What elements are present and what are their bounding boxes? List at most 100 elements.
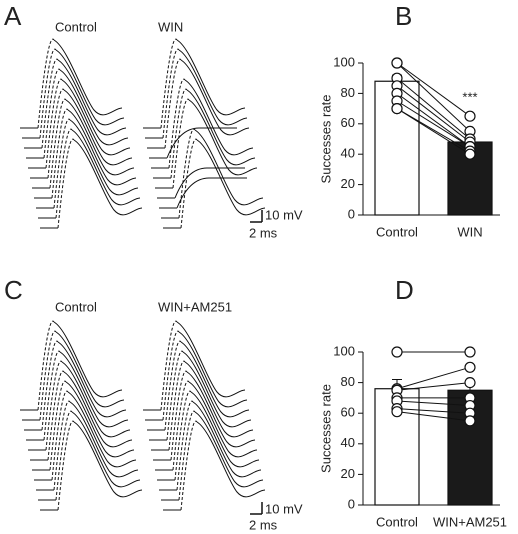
trace-fall bbox=[61, 361, 131, 438]
x-tick-label: WIN+AM251 bbox=[433, 514, 507, 529]
trace-fall bbox=[180, 59, 250, 136]
trace-fall bbox=[178, 49, 248, 126]
trace-fall bbox=[73, 421, 143, 498]
trace-rise bbox=[178, 410, 196, 501]
pair-line bbox=[396, 408, 471, 414]
data-point bbox=[464, 415, 476, 427]
trace-rise bbox=[168, 360, 186, 451]
panel-letter: C bbox=[4, 275, 23, 305]
pair-line bbox=[396, 108, 471, 155]
trace-rise bbox=[51, 108, 69, 199]
trace-rise bbox=[162, 330, 180, 421]
pair-line bbox=[396, 92, 471, 148]
condition-label: WIN+AM251 bbox=[158, 299, 232, 314]
y-tick-label: 100 bbox=[333, 343, 355, 358]
trace-rise bbox=[172, 380, 190, 471]
x-tick-label: Control bbox=[376, 224, 418, 239]
y-tick-label: 40 bbox=[341, 435, 355, 450]
pair-line bbox=[396, 62, 471, 132]
y-tick-label: 40 bbox=[341, 146, 355, 161]
y-tick-label: 100 bbox=[333, 54, 355, 69]
trace-rise bbox=[162, 48, 180, 139]
y-axis-label: Successes rate bbox=[318, 384, 333, 473]
trace-fall bbox=[196, 139, 266, 216]
trace-rise bbox=[45, 78, 63, 169]
scale-label: 10 mV bbox=[265, 207, 303, 222]
x-tick-label: WIN bbox=[457, 224, 482, 239]
x-tick-label: Control bbox=[376, 514, 418, 529]
trace-rise bbox=[41, 58, 59, 149]
trace-fall bbox=[188, 99, 258, 176]
scale-label: 2 ms bbox=[249, 225, 278, 240]
trace-rise bbox=[51, 390, 69, 481]
pair-line bbox=[396, 77, 471, 140]
trace-rise bbox=[57, 138, 75, 229]
trace-rise bbox=[170, 370, 188, 461]
y-tick-label: 80 bbox=[341, 85, 355, 100]
panel-letter: D bbox=[395, 275, 414, 305]
y-tick-label: 0 bbox=[348, 496, 355, 511]
y-tick-label: 60 bbox=[341, 115, 355, 130]
traces bbox=[20, 38, 266, 511]
trace-fall bbox=[186, 89, 256, 166]
scale-label: 2 ms bbox=[249, 517, 278, 532]
y-tick-label: 80 bbox=[341, 374, 355, 389]
trace-fall bbox=[71, 411, 141, 488]
trace-rise bbox=[47, 370, 65, 461]
trace-rise bbox=[166, 350, 184, 441]
trace-fall bbox=[63, 89, 133, 166]
data-point bbox=[464, 346, 476, 358]
trace-rise bbox=[39, 330, 57, 421]
scale-bar bbox=[250, 210, 263, 515]
trace-failure bbox=[174, 167, 245, 199]
trace-fall bbox=[192, 401, 262, 478]
trace-rise bbox=[47, 88, 65, 179]
trace-rise bbox=[41, 340, 59, 431]
trace-rise bbox=[168, 78, 186, 169]
pair-line bbox=[396, 62, 471, 117]
trace-fall bbox=[182, 351, 252, 428]
data-point bbox=[464, 361, 476, 373]
trace-rise bbox=[176, 400, 194, 491]
trace-fall bbox=[59, 69, 129, 146]
trace-rise bbox=[37, 320, 55, 411]
data-point bbox=[391, 346, 403, 358]
significance: *** bbox=[462, 90, 477, 105]
trace-fall bbox=[57, 341, 127, 418]
trace-rise bbox=[180, 420, 198, 511]
trace-rise bbox=[45, 360, 63, 451]
pair-line bbox=[396, 366, 471, 390]
pair-line bbox=[396, 400, 471, 407]
trace-fall bbox=[71, 129, 141, 206]
condition-label: WIN bbox=[158, 19, 183, 34]
y-tick-label: 20 bbox=[341, 466, 355, 481]
scale-label: 10 mV bbox=[265, 501, 303, 516]
trace-rise bbox=[43, 68, 61, 159]
data-point bbox=[391, 102, 403, 115]
trace-fall bbox=[63, 371, 133, 448]
panel-letter: B bbox=[395, 1, 412, 31]
trace-fall bbox=[178, 331, 248, 408]
trace-rise bbox=[164, 340, 182, 431]
trace-fall bbox=[176, 39, 246, 116]
pair-line bbox=[396, 411, 471, 422]
trace-rise bbox=[57, 420, 75, 511]
data-point bbox=[391, 57, 403, 69]
y-tick-label: 0 bbox=[348, 206, 355, 221]
trace-rise bbox=[37, 38, 55, 129]
trace-rise bbox=[39, 48, 57, 139]
condition-label: Control bbox=[55, 299, 97, 314]
trace-rise bbox=[172, 98, 190, 189]
trace-rise bbox=[170, 88, 188, 179]
y-tick-label: 60 bbox=[341, 405, 355, 420]
trace-rise bbox=[174, 390, 192, 481]
trace-fall bbox=[65, 381, 135, 458]
trace-rise bbox=[180, 138, 198, 229]
condition-label: Control bbox=[55, 19, 97, 34]
trace-fall bbox=[67, 109, 137, 186]
trace-fall bbox=[53, 39, 123, 116]
pair-line bbox=[396, 382, 471, 391]
trace-failure bbox=[166, 127, 237, 159]
data-point bbox=[464, 377, 476, 389]
